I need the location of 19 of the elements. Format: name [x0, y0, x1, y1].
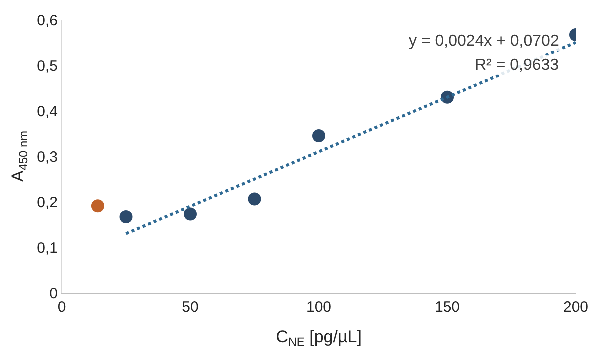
point	[248, 192, 262, 206]
y-tick-label: 0	[50, 285, 58, 302]
y-tick-label: 0,1	[37, 240, 58, 257]
annotation: R² = 0,9633	[475, 57, 560, 74]
x-tick-label: 50	[182, 299, 199, 316]
y-tick-label: 0,6	[37, 12, 58, 30]
point	[312, 130, 326, 143]
x-axis-title: C$_{NE}$ [pg/µL]	[276, 327, 362, 349]
y-tick-label: 0,5	[37, 58, 58, 75]
point	[120, 210, 133, 224]
x-tick-label: 200	[563, 299, 589, 316]
x-tick-label: 100	[306, 299, 332, 316]
y-tick-label: 0,4	[37, 103, 58, 120]
y-tick-label: 0,3	[37, 148, 58, 166]
annotation: y = 0,0024x + 0,0702	[409, 33, 560, 50]
x-tick-label: 150	[434, 299, 460, 316]
y-tick-label: 0,2	[37, 194, 58, 212]
point	[184, 208, 197, 221]
point	[91, 200, 104, 213]
